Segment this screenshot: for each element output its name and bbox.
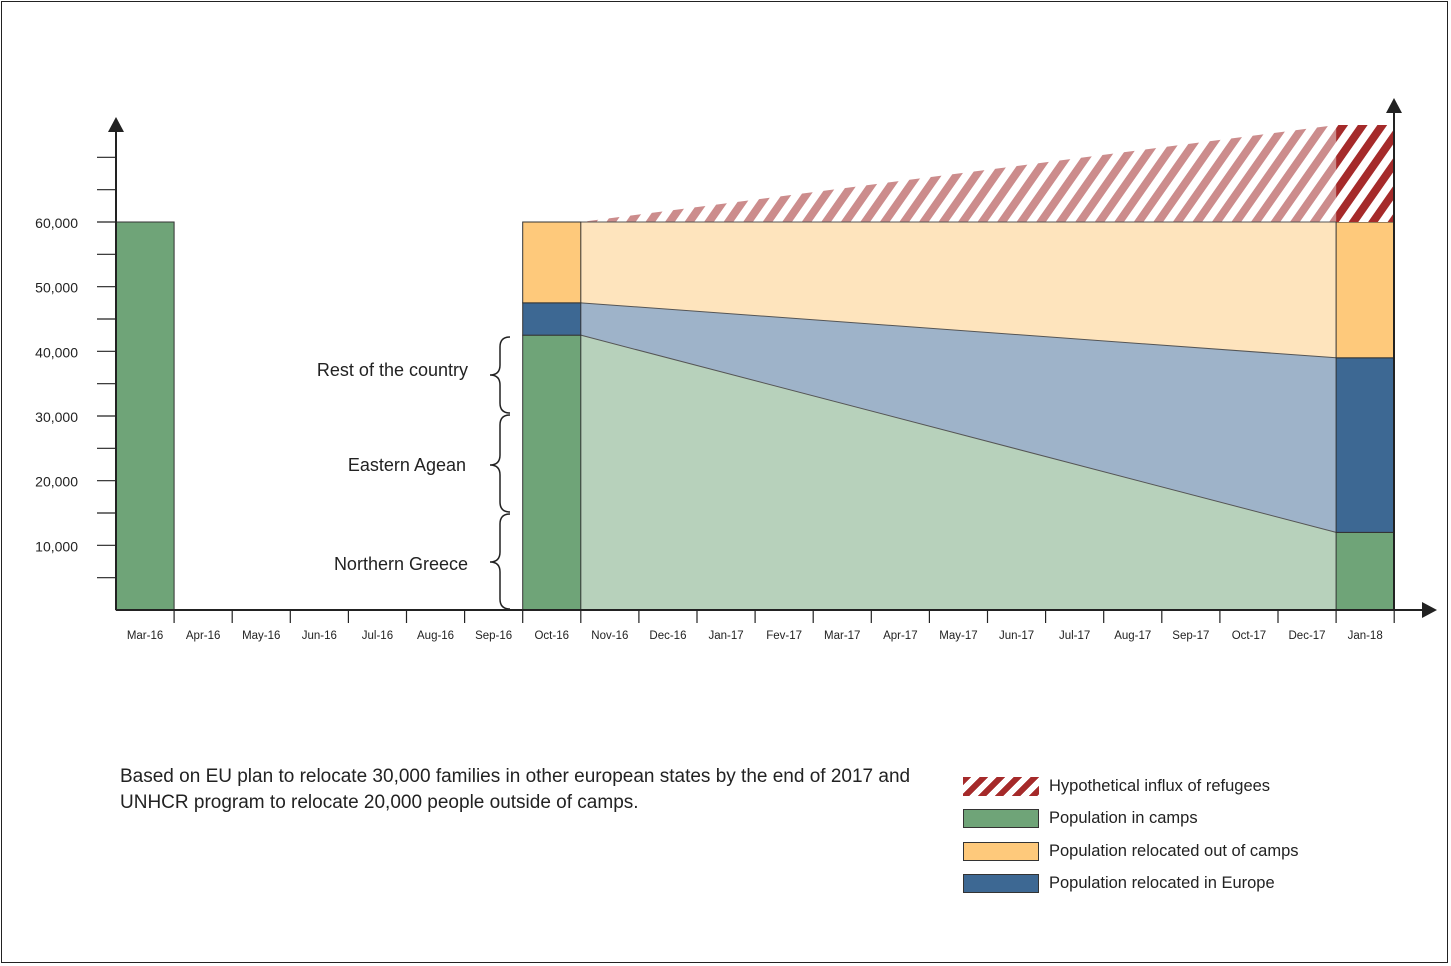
- x-tick-label-oct-17: Oct-17: [1232, 630, 1267, 642]
- y-tick-label-20000: 20,000: [35, 474, 78, 490]
- x-tick-label-may-16: May-16: [242, 630, 280, 642]
- bar-oct-16-europe: [522, 302, 582, 336]
- area-line-europe: [580, 302, 1337, 359]
- legend-label-camps: Population in camps: [1049, 809, 1198, 828]
- area-line-camps: [580, 334, 1337, 533]
- bar-jan-18-camps: [1335, 531, 1395, 611]
- x-tick-label-apr-17: Apr-17: [883, 630, 918, 642]
- region-bracket-rest: [489, 336, 511, 414]
- region-label-eastern: Eastern Agean: [348, 455, 466, 475]
- area-out-of-camps: [580, 222, 1337, 358]
- bar-mar-16-camps: [115, 221, 175, 611]
- x-tick-label-dec-16: Dec-16: [649, 630, 686, 642]
- x-tick-label-nov-16: Nov-16: [591, 630, 628, 642]
- legend-item-influx: Hypothetical influx of refugees: [963, 770, 1299, 803]
- area-camps: [580, 335, 1337, 610]
- region-label-northern: Northern Greece: [334, 554, 468, 574]
- x-tick-label-jul-17: Jul-17: [1059, 630, 1090, 642]
- bar-jan-18-out-of-camps: [1335, 221, 1395, 359]
- y-tick-label-10000: 10,000: [35, 538, 78, 554]
- x-tick-label-mar-17: Mar-17: [824, 630, 860, 642]
- bar-oct-16-camps: [522, 334, 582, 611]
- y-axis-right-arrow: [1386, 98, 1402, 113]
- x-tick-label-jul-16: Jul-16: [362, 630, 393, 642]
- bar-jan-18-europe: [1335, 357, 1395, 533]
- bar-oct-16-out-of-camps: [522, 221, 582, 304]
- x-tick-label-aug-16: Aug-16: [417, 630, 454, 642]
- x-tick-label-aug-17: Aug-17: [1114, 630, 1151, 642]
- y-axis-arrow: [108, 117, 124, 132]
- bar-jan-18-influx: [1336, 125, 1395, 222]
- x-tick-label-jun-16: Jun-16: [302, 630, 337, 642]
- x-tick-label-sep-17: Sep-17: [1172, 630, 1209, 642]
- legend-item-out-of-camps: Population relocated out of camps: [963, 835, 1299, 868]
- legend-swatch-camps: [963, 809, 1039, 829]
- x-tick-label-may-17: May-17: [939, 630, 977, 642]
- x-tick-label-jun-17: Jun-17: [999, 630, 1034, 642]
- legend-item-europe: Population relocated in Europe: [963, 868, 1299, 901]
- region-bracket-northern: [489, 513, 511, 610]
- area-influx: [580, 125, 1337, 222]
- y-tick-label-50000: 50,000: [35, 280, 78, 296]
- chart-caption: Based on EU plan to relocate 30,000 fami…: [120, 766, 911, 813]
- area-europe: [580, 302, 1337, 533]
- legend-label-out-of-camps: Population relocated out of camps: [1049, 841, 1299, 860]
- legend-swatch-europe: [963, 874, 1039, 894]
- x-tick-label-apr-16: Apr-16: [186, 630, 221, 642]
- x-tick-label-fev-17: Fev-17: [766, 630, 802, 642]
- x-tick-label-oct-16: Oct-16: [534, 630, 569, 642]
- x-tick-label-jan-18: Jan-18: [1348, 630, 1383, 642]
- region-bracket-eastern: [489, 414, 511, 513]
- y-tick-label-30000: 30,000: [35, 409, 78, 425]
- legend-swatch-out-of-camps: [963, 841, 1039, 861]
- x-tick-label-jan-17: Jan-17: [708, 630, 743, 642]
- x-tick-label-sep-16: Sep-16: [475, 630, 512, 642]
- legend-label-europe: Population relocated in Europe: [1049, 874, 1275, 893]
- x-tick-label-dec-17: Dec-17: [1289, 630, 1326, 642]
- legend-label-influx: Hypothetical influx of refugees: [1049, 776, 1271, 795]
- region-label-rest: Rest of the country: [317, 360, 468, 380]
- y-tick-label-60000: 60,000: [35, 215, 78, 231]
- y-tick-label-40000: 40,000: [35, 344, 78, 360]
- legend-swatch-influx: [963, 776, 1039, 796]
- x-axis-arrow: [1422, 602, 1437, 618]
- x-tick-label-mar-16: Mar-16: [127, 630, 163, 642]
- legend: Hypothetical influx of refugees Populati…: [963, 770, 1299, 900]
- legend-item-camps: Population in camps: [963, 803, 1299, 836]
